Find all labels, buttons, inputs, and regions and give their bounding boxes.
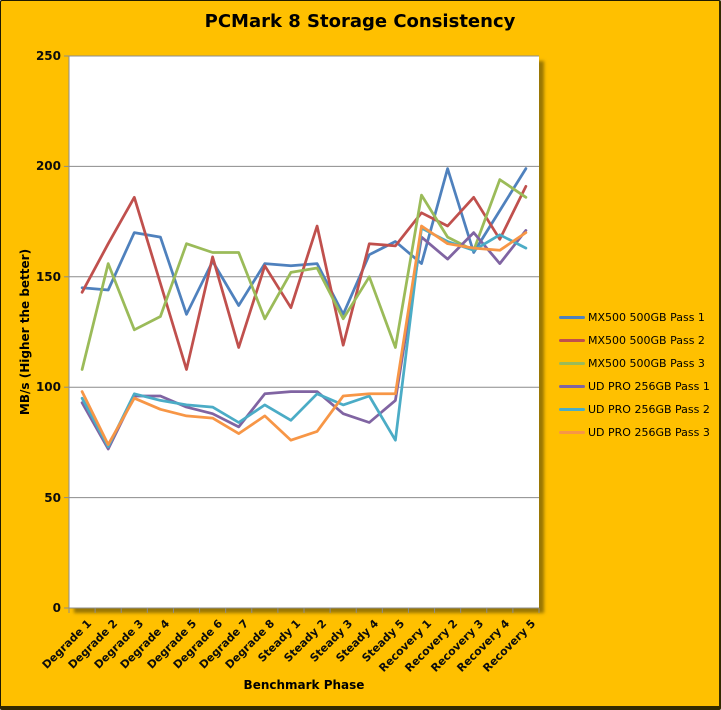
legend-swatch xyxy=(559,408,585,411)
legend-swatch xyxy=(559,431,585,434)
legend-item: MX500 500GB Pass 1 xyxy=(559,306,710,329)
legend-swatch xyxy=(559,362,585,365)
legend-item: MX500 500GB Pass 3 xyxy=(559,352,710,375)
legend-swatch xyxy=(559,316,585,319)
series-line-5 xyxy=(80,226,528,449)
legend-item: MX500 500GB Pass 2 xyxy=(559,329,710,352)
x-axis-title: Benchmark Phase xyxy=(243,678,365,692)
legend-label: MX500 500GB Pass 1 xyxy=(588,311,705,324)
legend-label: MX500 500GB Pass 2 xyxy=(588,334,705,347)
series-line-2 xyxy=(80,184,528,371)
y-axis-tick-label: 0 xyxy=(52,601,61,615)
legend-item: UD PRO 256GB Pass 2 xyxy=(559,398,710,421)
y-axis-tick-label: 100 xyxy=(35,380,61,395)
series-line-3 xyxy=(80,178,528,371)
y-axis-tick-label: 200 xyxy=(35,159,61,174)
legend-label: UD PRO 256GB Pass 2 xyxy=(588,403,710,416)
plot-area xyxy=(64,55,540,613)
y-axis-title: MB/s (Higher the better) xyxy=(18,248,32,416)
legend-swatch xyxy=(559,385,585,388)
y-axis-tick-label: 250 xyxy=(35,49,61,63)
legend-label: MX500 500GB Pass 3 xyxy=(588,357,705,370)
chart-title: PCMark 8 Storage Consistency xyxy=(204,11,516,32)
legend-item: UD PRO 256GB Pass 1 xyxy=(559,375,710,398)
series-line-4 xyxy=(80,229,528,451)
legend-label: UD PRO 256GB Pass 1 xyxy=(588,380,710,393)
legend-swatch xyxy=(559,339,585,342)
series-line-6 xyxy=(80,224,528,446)
plot-svg xyxy=(64,55,540,613)
y-axis-tick-label: 150 xyxy=(35,269,61,284)
legend-label: UD PRO 256GB Pass 3 xyxy=(588,426,710,439)
legend: MX500 500GB Pass 1 MX500 500GB Pass 2 MX50… xyxy=(559,306,710,444)
y-axis-tick-label: 50 xyxy=(44,490,61,505)
legend-item: UD PRO 256GB Pass 3 xyxy=(559,421,710,444)
